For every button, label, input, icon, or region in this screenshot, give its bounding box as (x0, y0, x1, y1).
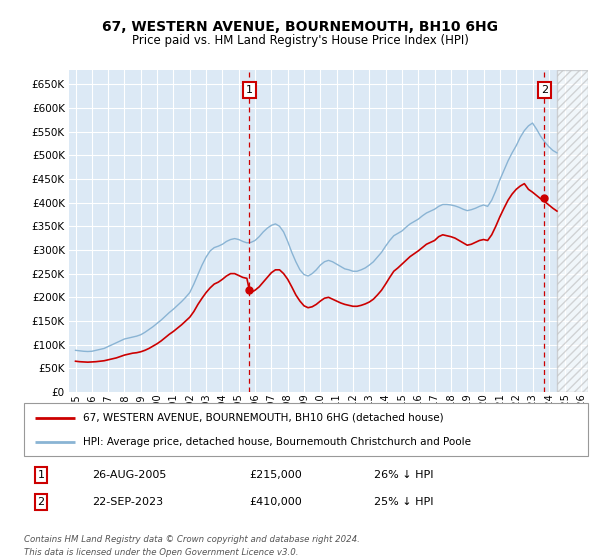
Text: Price paid vs. HM Land Registry's House Price Index (HPI): Price paid vs. HM Land Registry's House … (131, 34, 469, 46)
Text: 67, WESTERN AVENUE, BOURNEMOUTH, BH10 6HG: 67, WESTERN AVENUE, BOURNEMOUTH, BH10 6H… (102, 20, 498, 34)
Text: 26-AUG-2005: 26-AUG-2005 (92, 470, 166, 480)
Text: £410,000: £410,000 (250, 497, 302, 507)
Text: 22-SEP-2023: 22-SEP-2023 (92, 497, 163, 507)
Text: 1: 1 (246, 85, 253, 95)
Text: £215,000: £215,000 (250, 470, 302, 480)
Text: 26% ↓ HPI: 26% ↓ HPI (374, 470, 433, 480)
Text: 2: 2 (37, 497, 44, 507)
Bar (557, 70, 588, 392)
Text: 2: 2 (541, 85, 548, 95)
Text: This data is licensed under the Open Government Licence v3.0.: This data is licensed under the Open Gov… (24, 548, 299, 557)
Text: HPI: Average price, detached house, Bournemouth Christchurch and Poole: HPI: Average price, detached house, Bour… (83, 437, 471, 447)
Text: 1: 1 (37, 470, 44, 480)
Text: 67, WESTERN AVENUE, BOURNEMOUTH, BH10 6HG (detached house): 67, WESTERN AVENUE, BOURNEMOUTH, BH10 6H… (83, 413, 444, 423)
Text: 25% ↓ HPI: 25% ↓ HPI (374, 497, 433, 507)
Text: Contains HM Land Registry data © Crown copyright and database right 2024.: Contains HM Land Registry data © Crown c… (24, 535, 360, 544)
